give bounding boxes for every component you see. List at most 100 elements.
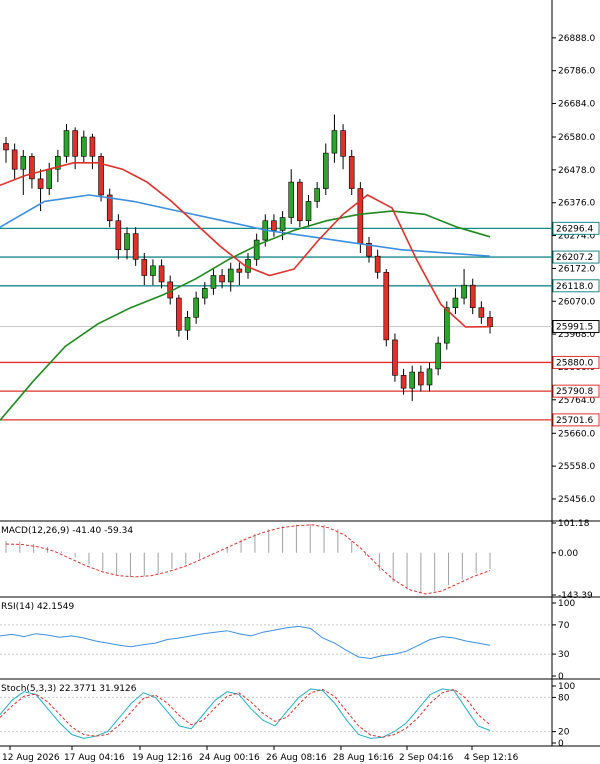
candle-body xyxy=(366,242,372,257)
ma-blue-line xyxy=(0,194,491,257)
candle-body xyxy=(210,275,217,289)
candle-body xyxy=(219,275,225,283)
level-label: 25701.6 xyxy=(556,416,593,426)
candle-body xyxy=(89,136,96,157)
candle-body xyxy=(176,297,182,331)
candle-body xyxy=(46,168,53,189)
candle-body xyxy=(55,156,61,170)
candle-body xyxy=(227,268,234,283)
rsi-tick-label: 30 xyxy=(558,650,570,660)
candle-body xyxy=(141,259,148,276)
price-tick-label: 25968.0 xyxy=(558,330,595,340)
candle-body xyxy=(98,156,104,196)
level-box xyxy=(552,355,600,369)
candle-body xyxy=(348,156,355,189)
price-tick-label: 26684.0 xyxy=(558,100,595,110)
level-box xyxy=(552,221,600,235)
candle-body xyxy=(72,130,78,157)
candle-body xyxy=(478,307,485,318)
candle-body xyxy=(418,371,424,386)
candle-body xyxy=(322,152,329,189)
price-tick-label: 26376.0 xyxy=(558,199,595,209)
candle-body xyxy=(132,233,139,260)
price-tick-label: 25456.0 xyxy=(558,495,595,505)
candle-body xyxy=(106,194,113,222)
candle-body xyxy=(29,156,35,180)
level-box xyxy=(552,279,600,293)
candle-body xyxy=(63,130,70,157)
price-tick-label: 26274.0 xyxy=(558,232,595,242)
rsi-label: RSI(14) 42.1549 xyxy=(1,602,74,612)
stoch-tick-label: 20 xyxy=(558,728,570,738)
macd-tick-label: -143.39 xyxy=(558,591,593,601)
price-tick-label: 25660.0 xyxy=(558,429,595,439)
ma-green-line xyxy=(0,210,491,421)
candle-body xyxy=(340,130,346,157)
candle-body xyxy=(20,156,27,170)
level-label: 26296.4 xyxy=(556,224,593,234)
price-tick-label: 26478.0 xyxy=(558,166,595,176)
candle-body xyxy=(201,288,208,299)
level-label: 25880.0 xyxy=(556,358,593,368)
candle-body xyxy=(193,297,199,318)
time-label: 12 Aug 2026 xyxy=(2,753,60,763)
price-tick-label: 26580.0 xyxy=(558,133,595,143)
candle-body xyxy=(271,220,277,231)
level-box xyxy=(552,384,600,398)
candle-body xyxy=(158,265,165,283)
price-tick-label: 26172.0 xyxy=(558,264,595,274)
candle-body xyxy=(115,220,122,251)
time-label: 2 Sep 04:16 xyxy=(399,753,454,763)
candle-body xyxy=(383,271,390,341)
time-label: 4 Sep 12:16 xyxy=(464,753,519,763)
stoch-label: Stoch(5,3,3) 22.3771 31.9126 xyxy=(1,684,137,694)
level-label: 25790.8 xyxy=(556,387,593,397)
current-price-box xyxy=(552,320,600,334)
macd-label: MACD(12,26,9) -41.40 -59.34 xyxy=(1,526,133,536)
candle-body xyxy=(331,130,338,154)
candle-body xyxy=(487,317,493,327)
candle-body xyxy=(253,239,260,260)
candle-body xyxy=(3,143,9,151)
stoch-k-line xyxy=(0,688,491,739)
candle-body xyxy=(452,297,459,308)
candle-body xyxy=(124,233,130,251)
rsi-tick-label: 100 xyxy=(558,599,575,609)
candle-body xyxy=(236,268,243,273)
candle-body xyxy=(314,188,320,202)
price-tick-label: 26070.0 xyxy=(558,297,595,307)
time-label: 26 Aug 08:16 xyxy=(266,753,327,763)
price-tick-label: 26888.0 xyxy=(558,34,595,44)
ma-red-line xyxy=(0,162,491,328)
level-box xyxy=(552,413,600,427)
candle-body xyxy=(374,255,381,273)
macd-pane: 101.18 0.00 -143.39 xyxy=(5,519,593,601)
candle-body xyxy=(409,371,416,389)
rsi-tick-label: 70 xyxy=(558,621,570,631)
candle-body xyxy=(297,181,303,222)
level-label: 26118.0 xyxy=(556,282,593,292)
candle-body xyxy=(357,188,364,244)
time-label: 24 Aug 00:16 xyxy=(199,753,260,763)
candle-body xyxy=(37,178,44,189)
level-box xyxy=(552,250,600,264)
current-price-label: 25991.5 xyxy=(556,323,593,333)
candle-body xyxy=(443,307,450,344)
candle-body xyxy=(11,149,18,170)
rsi-line xyxy=(0,625,491,660)
macd-signal-line xyxy=(5,524,491,595)
candle-body xyxy=(400,375,407,389)
stoch-tick-label: 80 xyxy=(558,693,570,703)
time-axis: 12 Aug 2026 17 Aug 04:16 19 Aug 12:16 24 Au… xyxy=(2,746,519,763)
price-tick-label: 25764.0 xyxy=(558,396,595,406)
level-label: 26207.2 xyxy=(556,253,593,263)
candle-body xyxy=(392,339,398,376)
macd-tick-label: 0.00 xyxy=(558,549,578,559)
candle-body xyxy=(279,217,286,231)
stoch-tick-label: 100 xyxy=(558,682,575,692)
candle-body xyxy=(469,284,476,308)
candle-body xyxy=(461,284,467,299)
stoch-tick-label: 0 xyxy=(558,739,564,749)
